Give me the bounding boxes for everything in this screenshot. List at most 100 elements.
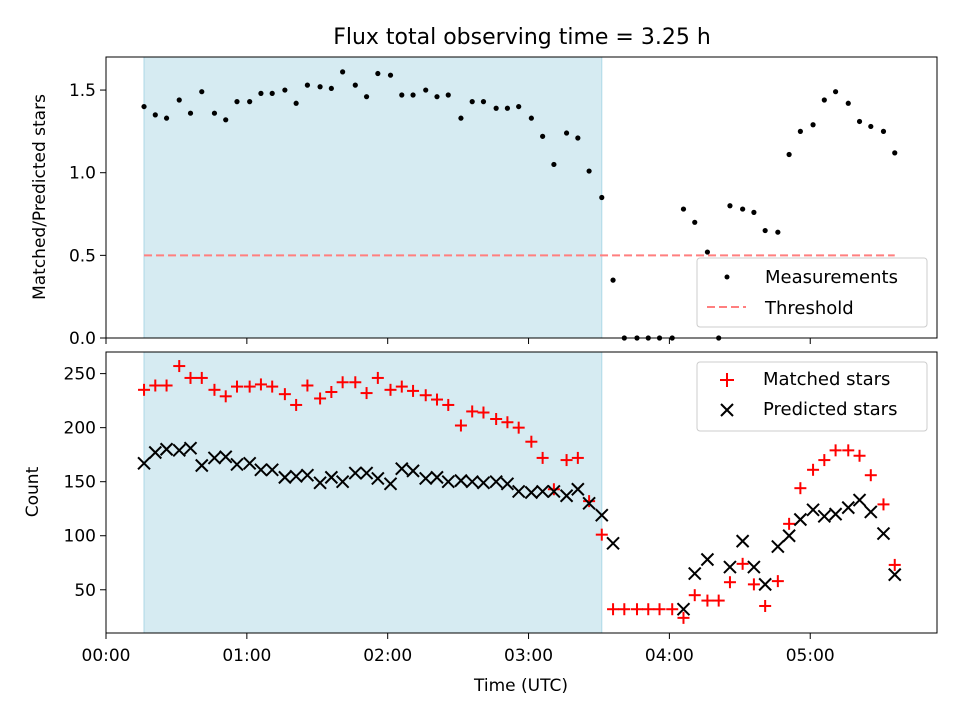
predicted-star-point: [876, 526, 891, 541]
predicted-star-point: [524, 485, 539, 500]
measurement-point: [352, 82, 358, 88]
predicted-star-point: [371, 471, 385, 486]
bottom-xtick-label: 00:00: [82, 646, 131, 666]
matched-star-point: [407, 384, 420, 397]
predicted-star-point: [195, 458, 209, 473]
matched-star-point: [195, 371, 208, 384]
predicted-star-point: [159, 442, 174, 456]
measurement-point: [445, 92, 451, 98]
matched-star-point: [430, 393, 443, 406]
measurement-point: [762, 227, 768, 234]
measurement-point: [551, 161, 557, 168]
measurement-point: [340, 69, 346, 75]
top-y-axis: 0.0 0.5 1.0 1.5: [69, 81, 106, 349]
measurement-point: [199, 89, 205, 95]
matched-star-point: [160, 379, 173, 392]
matched-star-point: [759, 599, 772, 612]
bottom-y-label: Count: [23, 466, 43, 517]
bottom-x-axis: 00:00 01:00 02:00 03:00 04:00 05:00: [82, 633, 835, 666]
matched-star-point: [712, 594, 725, 607]
bottom-ytick-label: 100: [64, 527, 96, 547]
matched-star-point: [677, 611, 690, 624]
top-shaded-span: [143, 56, 603, 339]
top-title: Flux total observing time = 3.25 h: [333, 25, 711, 50]
predicted-star-point: [465, 474, 479, 489]
matched-star-point: [512, 421, 525, 434]
predicted-star-point: [430, 470, 444, 485]
bottom-xtick-label: 04:00: [645, 646, 694, 666]
measurement-points: [141, 69, 898, 341]
top-ytick-label: 1.5: [69, 81, 96, 101]
legend-measurements-label: Measurements: [765, 267, 898, 288]
bottom-ytick-label: 50: [74, 581, 96, 601]
predicted-star-point: [500, 477, 515, 491]
measurement-point: [692, 219, 698, 225]
legend-predicted-label: Predicted stars: [763, 399, 897, 420]
matched-star-point: [395, 380, 408, 393]
bottom-xtick-label: 05:00: [786, 646, 835, 666]
predicted-star-point: [183, 441, 198, 455]
matched-star-point: [888, 558, 901, 571]
measurement-point: [504, 105, 511, 111]
top-legend: Measurements Threshold: [696, 257, 928, 328]
measurement-point: [856, 118, 863, 125]
matched-star-point: [301, 379, 314, 392]
measurement-point: [234, 99, 240, 105]
measurement-point: [680, 206, 687, 212]
measurement-point: [258, 90, 264, 96]
predicted-star-point: [254, 463, 268, 477]
measurement-point: [563, 130, 570, 136]
matched-star-point: [877, 498, 890, 511]
measurement-point: [821, 97, 827, 103]
predicted-star-point: [137, 456, 151, 471]
measurement-point: [410, 92, 416, 98]
matched-star-point: [864, 469, 877, 482]
predicted-star-point: [207, 451, 222, 465]
bottom-panel: 50 100 150 200 250 00:00 01:00 02:00 03:00 04:00…: [23, 351, 938, 696]
legend-matched-label: Matched stars: [763, 369, 890, 390]
predicted-star-point: [219, 450, 233, 464]
measurement-point: [223, 117, 229, 123]
predicted-star-point: [547, 484, 561, 499]
legend-threshold-label: Threshold: [764, 298, 854, 319]
matched-star-point: [607, 603, 620, 616]
predicted-star-point: [595, 508, 609, 522]
predicted-star-point: [441, 474, 455, 489]
matched-star-point: [243, 380, 256, 393]
measurement-point: [493, 105, 499, 111]
predicted-star-point: [559, 489, 574, 503]
measurement-point: [152, 112, 158, 118]
predicted-star-point: [230, 457, 244, 472]
predicted-star-point: [723, 560, 737, 574]
measurement-point: [458, 115, 464, 121]
measurement-point: [293, 100, 299, 106]
predicted-star-point: [793, 512, 808, 527]
measurement-point: [141, 103, 147, 110]
measurement-point: [610, 277, 616, 283]
predicted-star-point: [172, 443, 186, 458]
predicted-star-point: [700, 552, 715, 567]
bottom-legend: Matched stars Predicted stars: [696, 361, 928, 432]
measurement-point: [423, 87, 429, 93]
matched-star-point: [266, 380, 279, 393]
predicted-star-point: [359, 466, 374, 480]
top-ytick-label: 1.0: [69, 164, 96, 184]
matched-star-point: [653, 603, 666, 616]
matched-star-point: [314, 392, 327, 405]
matched-star-point: [818, 454, 831, 467]
legend-matched-marker: [720, 373, 734, 387]
matched-star-point: [419, 389, 432, 402]
matched-star-point: [642, 603, 655, 616]
measurement-point: [880, 128, 887, 134]
matched-star-point: [360, 387, 373, 400]
matched-star-point: [853, 449, 866, 462]
measurement-point: [176, 97, 182, 103]
predicted-star-point: [313, 476, 327, 490]
matched-star-point: [325, 385, 338, 398]
measurement-point: [317, 84, 323, 90]
bottom-y-axis: 50 100 150 200 250: [64, 365, 106, 601]
measurement-point: [540, 133, 546, 139]
predicted-star-point: [300, 468, 315, 482]
measurement-point: [892, 150, 898, 156]
count-points: [137, 360, 902, 624]
